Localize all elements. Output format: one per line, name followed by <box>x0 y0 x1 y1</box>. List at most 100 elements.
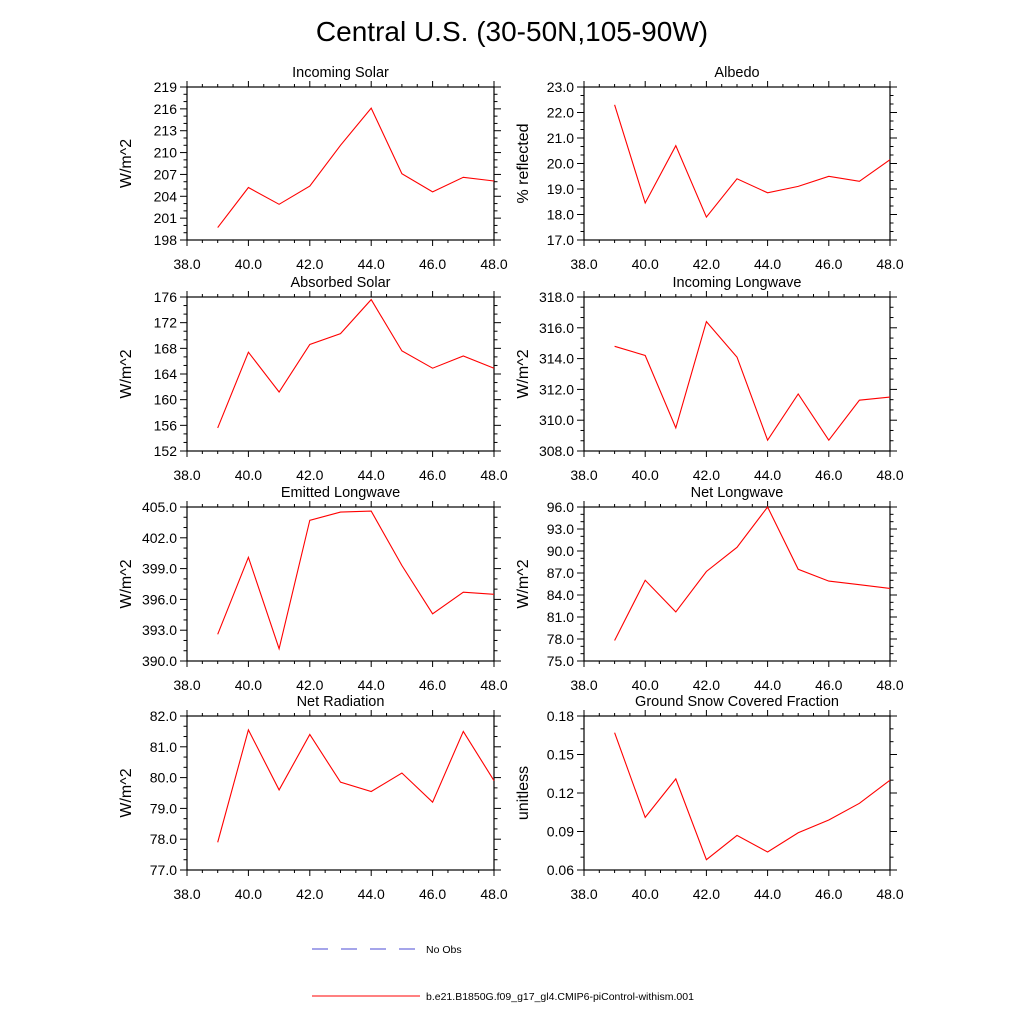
x-tick-label: 38.0 <box>570 677 597 693</box>
panel-ground-snow-covered-fraction: Ground Snow Covered Fraction unitless 38.0… <box>515 694 904 902</box>
y-tick-label: 75.0 <box>547 653 574 669</box>
panel-title: Albedo <box>714 65 759 81</box>
y-tick-label: 210 <box>154 145 178 161</box>
panel-title: Ground Snow Covered Fraction <box>635 694 839 710</box>
panel-net-radiation: Net Radiation W/m^2 38.0 40.0 42.0 44.0 46.0 48… <box>118 694 508 902</box>
panel-frame <box>186 506 495 662</box>
panel-title: Absorbed Solar <box>291 275 391 291</box>
y-tick-label: 310.0 <box>539 412 574 428</box>
x-tick-label: 48.0 <box>480 256 507 272</box>
x-tick-label: 48.0 <box>876 886 903 902</box>
x-tick-label: 48.0 <box>876 677 903 693</box>
x-tick-label: 48.0 <box>480 467 507 483</box>
y-tick-label: 77.0 <box>150 862 177 878</box>
panel-frame <box>583 715 891 871</box>
y-axis-label: % reflected <box>515 123 532 203</box>
x-tick-label: 44.0 <box>754 886 781 902</box>
y-tick-label: 164 <box>154 366 178 382</box>
panels: Incoming Solar W/m^2 38.0 40.0 42.0 44.0 46.0 4… <box>118 65 904 902</box>
y-tick-label: 84.0 <box>547 587 574 603</box>
series-line <box>614 104 891 219</box>
x-tick-label: 42.0 <box>693 886 720 902</box>
panel-title: Incoming Solar <box>292 65 389 81</box>
panel-frame <box>583 86 891 241</box>
legend: No Obs b.e21.B1850G.f09_g17_gl4.CMIP6-pi… <box>312 944 694 1003</box>
y-tick-label: 18.0 <box>547 207 574 223</box>
x-tick-label: 42.0 <box>693 256 720 272</box>
y-axis-label: W/m^2 <box>118 559 135 608</box>
y-tick-label: 308.0 <box>539 443 574 459</box>
y-tick-label: 213 <box>154 123 178 139</box>
y-tick-label: 96.0 <box>547 499 574 515</box>
y-tick-label: 0.09 <box>547 824 574 840</box>
x-tick-label: 46.0 <box>815 886 842 902</box>
panel-frame <box>583 506 891 662</box>
y-tick-label: 81.0 <box>150 739 177 755</box>
y-tick-label: 78.0 <box>150 831 177 847</box>
figure-title: Central U.S. (30-50N,105-90W) <box>316 16 708 47</box>
x-tick-label: 40.0 <box>632 256 659 272</box>
series-line <box>217 107 495 228</box>
panel-title: Net Radiation <box>297 694 385 710</box>
x-tick-label: 44.0 <box>754 677 781 693</box>
panel-emitted-longwave: Emitted Longwave W/m^2 38.0 40.0 42.0 44.0 46.… <box>118 485 508 693</box>
x-tick-label: 44.0 <box>754 256 781 272</box>
panel-frame <box>186 86 495 241</box>
x-tick-label: 42.0 <box>296 256 323 272</box>
x-tick-label: 44.0 <box>358 677 385 693</box>
x-tick-label: 40.0 <box>632 886 659 902</box>
x-tick-label: 38.0 <box>570 467 597 483</box>
x-tick-label: 38.0 <box>570 256 597 272</box>
y-axis-label: W/m^2 <box>515 349 532 398</box>
y-tick-label: 201 <box>154 210 178 226</box>
x-tick-label: 42.0 <box>296 677 323 693</box>
y-tick-label: 93.0 <box>547 521 574 537</box>
panel-title: Emitted Longwave <box>281 485 400 501</box>
x-tick-label: 46.0 <box>815 677 842 693</box>
panel-incoming-longwave: Incoming Longwave W/m^2 38.0 40.0 42.0 44.0 46… <box>515 275 904 483</box>
series-line <box>217 510 495 651</box>
y-axis-label: W/m^2 <box>515 559 532 608</box>
y-tick-label: 90.0 <box>547 543 574 559</box>
x-tick-label: 44.0 <box>358 256 385 272</box>
y-tick-label: 160 <box>154 392 178 408</box>
x-tick-label: 48.0 <box>876 467 903 483</box>
panel-absorbed-solar: Absorbed Solar W/m^2 38.0 40.0 42.0 44.0 46.0 4… <box>118 275 508 483</box>
x-tick-label: 38.0 <box>173 677 200 693</box>
y-tick-label: 198 <box>154 232 178 248</box>
legend-label-model: b.e21.B1850G.f09_g17_gl4.CMIP6-piControl… <box>426 991 694 1003</box>
y-tick-label: 81.0 <box>547 609 574 625</box>
y-tick-label: 0.06 <box>547 862 574 878</box>
x-tick-label: 46.0 <box>815 467 842 483</box>
y-tick-label: 78.0 <box>547 631 574 647</box>
x-tick-label: 46.0 <box>815 256 842 272</box>
x-tick-label: 40.0 <box>235 886 262 902</box>
y-tick-label: 393.0 <box>142 622 177 638</box>
y-tick-label: 87.0 <box>547 565 574 581</box>
y-tick-label: 399.0 <box>142 561 177 577</box>
y-tick-label: 152 <box>154 443 178 459</box>
x-tick-label: 38.0 <box>570 886 597 902</box>
y-tick-label: 82.0 <box>150 708 177 724</box>
panel-incoming-solar: Incoming Solar W/m^2 38.0 40.0 42.0 44.0 46.0 4… <box>118 65 508 272</box>
panel-frame <box>186 715 495 871</box>
x-tick-label: 42.0 <box>693 467 720 483</box>
y-tick-label: 80.0 <box>150 770 177 786</box>
x-tick-label: 38.0 <box>173 886 200 902</box>
x-tick-label: 42.0 <box>296 467 323 483</box>
x-tick-label: 40.0 <box>632 467 659 483</box>
x-tick-label: 48.0 <box>876 256 903 272</box>
y-tick-label: 316.0 <box>539 320 574 336</box>
y-tick-label: 21.0 <box>547 130 574 146</box>
x-tick-label: 38.0 <box>173 467 200 483</box>
y-tick-label: 402.0 <box>142 530 177 546</box>
x-tick-label: 40.0 <box>632 677 659 693</box>
y-tick-label: 23.0 <box>547 79 574 95</box>
y-tick-label: 312.0 <box>539 381 574 397</box>
y-tick-label: 22.0 <box>547 105 574 121</box>
series-line <box>614 505 891 641</box>
y-tick-label: 168 <box>154 340 178 356</box>
series-line <box>614 732 891 861</box>
x-tick-label: 44.0 <box>754 467 781 483</box>
panel-net-longwave: Net Longwave W/m^2 38.0 40.0 42.0 44.0 46.0 48.… <box>515 485 904 693</box>
